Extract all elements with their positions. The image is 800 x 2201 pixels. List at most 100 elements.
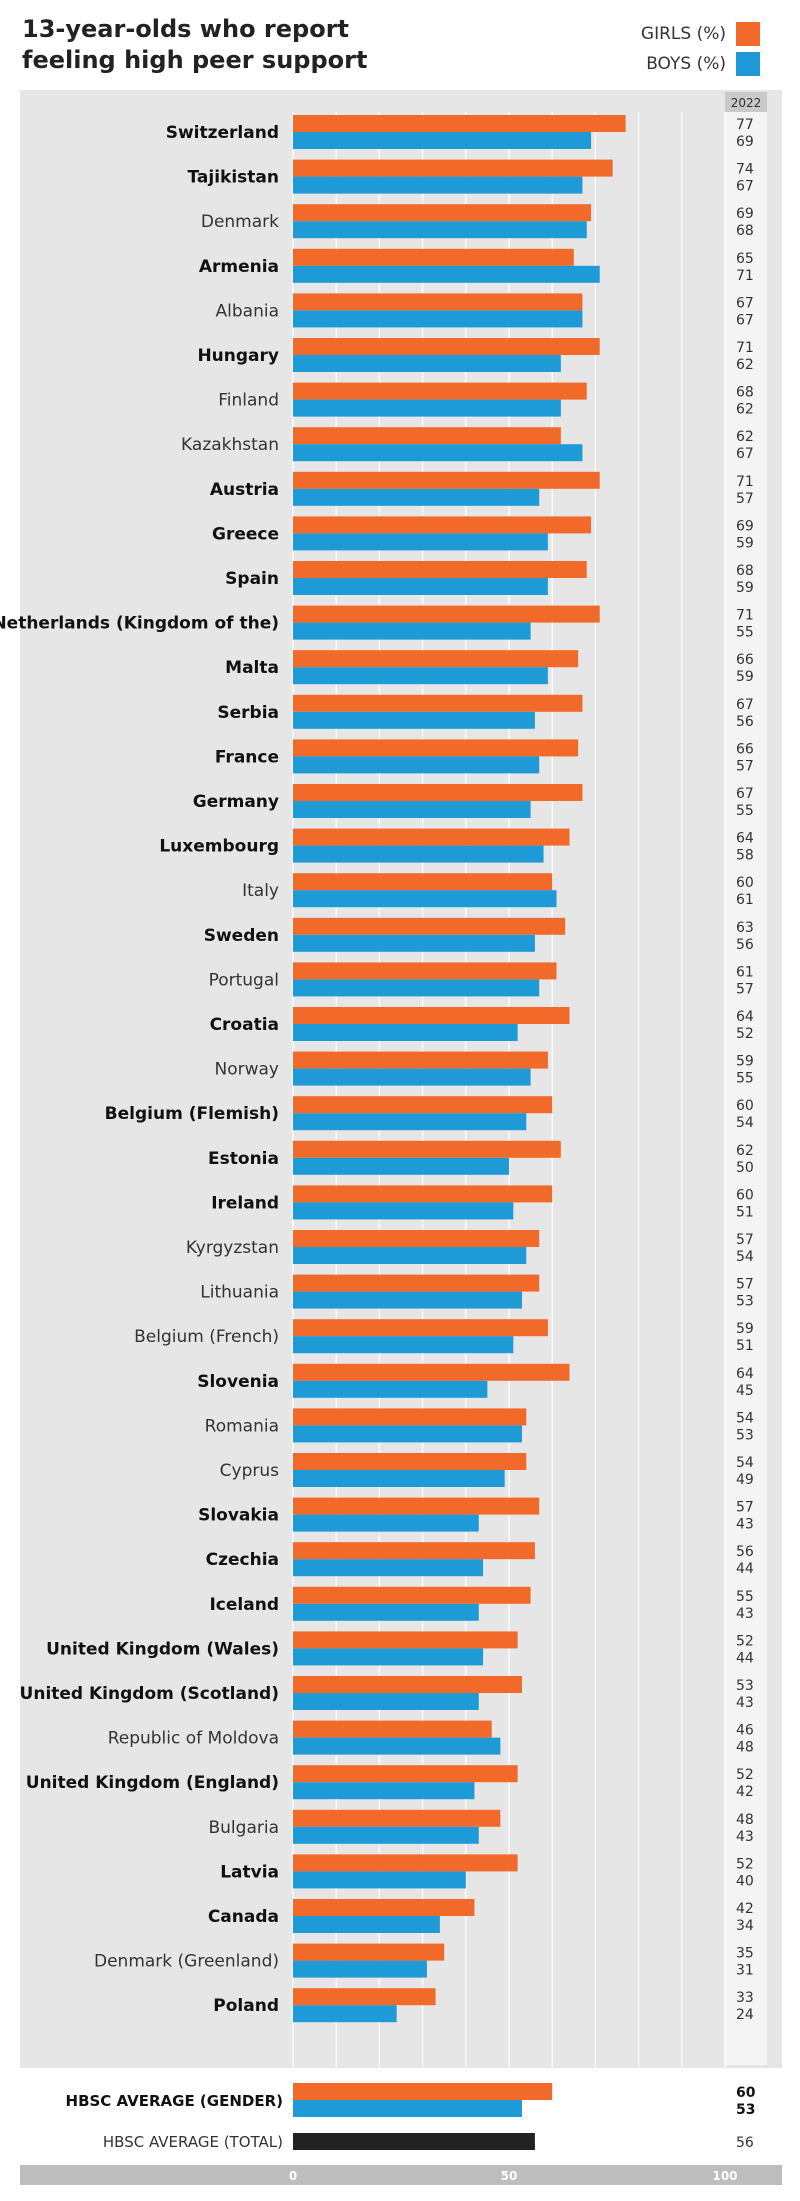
bar-boys	[293, 711, 535, 729]
value-column-header: 2022	[731, 96, 762, 110]
country-label: Kyrgyzstan	[186, 1238, 279, 1258]
country-label: Belgium (Flemish)	[105, 1104, 279, 1124]
bar-girls	[293, 293, 583, 311]
value-column	[725, 92, 767, 2065]
x-tick-label: 100	[712, 2169, 737, 2183]
bar-boys	[293, 1514, 479, 1532]
bar-girls	[293, 338, 600, 355]
legend-boys-swatch	[736, 52, 760, 76]
value-girls: 67	[736, 697, 754, 713]
country-label: Croatia	[210, 1015, 279, 1035]
bar-boys	[293, 221, 587, 239]
bar-boys	[293, 890, 557, 908]
value-boys: 55	[736, 803, 754, 819]
value-girls: 67	[736, 786, 754, 802]
bar-girls	[293, 650, 579, 668]
country-label: Tajikistan	[188, 168, 279, 188]
value-girls: 60	[736, 875, 754, 891]
value-boys: 59	[736, 580, 754, 596]
bar-boys	[293, 578, 548, 595]
value-boys: 43	[736, 1606, 754, 1622]
value-girls: 60	[736, 1187, 754, 1203]
country-label: Switzerland	[166, 123, 279, 143]
country-label: Estonia	[208, 1149, 279, 1169]
country-label: Lithuania	[200, 1283, 279, 1303]
bar-girls	[293, 516, 592, 534]
bar-girls	[293, 1586, 531, 1604]
value-girls: 77	[736, 117, 754, 133]
value-girls: 64	[736, 831, 754, 847]
value-boys: 48	[736, 1740, 754, 1756]
value-boys: 40	[736, 1873, 754, 1889]
bar-average-girls	[293, 2083, 553, 2100]
value-boys: 69	[736, 134, 754, 150]
bar-boys	[293, 399, 561, 417]
value-girls: 68	[736, 385, 754, 401]
value-boys: 54	[736, 1249, 754, 1265]
bar-boys	[293, 1960, 427, 1978]
country-label: Sweden	[204, 926, 279, 946]
bar-girls	[293, 204, 592, 222]
value-boys: 34	[736, 1918, 754, 1934]
value-girls: 71	[736, 340, 754, 356]
bar-girls	[293, 1497, 540, 1515]
bar-boys	[293, 533, 548, 551]
country-label: Austria	[210, 480, 279, 500]
bar-girls	[293, 784, 583, 801]
bar-girls	[293, 427, 561, 445]
bar-girls	[293, 1720, 492, 1738]
bar-boys	[293, 1470, 505, 1487]
value-boys: 67	[736, 446, 754, 462]
chart-title: 13-year-olds who report feeling high pee…	[22, 15, 368, 74]
value-boys: 43	[736, 1829, 754, 1845]
value-boys: 68	[736, 223, 754, 239]
country-label: Republic of Moldova	[108, 1729, 279, 1749]
x-axis-bar	[20, 2165, 782, 2185]
bar-girls	[293, 1765, 518, 1783]
bar-girls	[293, 605, 600, 623]
country-label: Netherlands (Kingdom of the)	[0, 614, 279, 634]
value-girls: 46	[736, 1723, 754, 1739]
value-girls: 71	[736, 474, 754, 490]
value-girls: 60	[736, 1098, 754, 1114]
value-boys: 67	[736, 179, 754, 195]
value-girls: 64	[736, 1366, 754, 1382]
bar-boys	[293, 488, 540, 506]
value-girls: 68	[736, 563, 754, 579]
bar-boys	[293, 1380, 488, 1398]
bar-girls	[293, 248, 574, 266]
value-boys: 62	[736, 402, 754, 418]
bar-girls	[293, 1408, 527, 1426]
bar-boys	[293, 1648, 484, 1666]
legend-girls-swatch	[736, 22, 760, 46]
bar-girls	[293, 1542, 535, 1560]
bar-average-boys	[293, 2100, 522, 2117]
country-label: Slovakia	[198, 1506, 279, 1526]
value-boys: 42	[736, 1784, 754, 1800]
bar-girls	[293, 1051, 548, 1069]
bar-boys	[293, 1559, 484, 1577]
bar-boys	[293, 979, 540, 997]
value-boys: 24	[736, 2007, 754, 2023]
value-boys: 57	[736, 491, 754, 507]
bar-boys	[293, 1603, 479, 1621]
value-girls: 59	[736, 1054, 754, 1070]
country-label: Denmark	[201, 212, 279, 232]
country-label: Luxembourg	[159, 837, 279, 857]
value-girls: 69	[736, 518, 754, 534]
country-label: Albania	[216, 301, 279, 321]
value-girls: 74	[736, 162, 754, 178]
country-label: Canada	[208, 1907, 279, 1927]
bar-girls	[293, 1809, 501, 1827]
value-boys: 56	[736, 937, 754, 953]
value-boys: 44	[736, 1650, 754, 1666]
value-girls: 57	[736, 1277, 754, 1293]
value-boys: 31	[736, 1963, 754, 1979]
country-label: Kazakhstan	[181, 435, 279, 455]
value-girls: 57	[736, 1500, 754, 1516]
value-average-girls: 60	[736, 2085, 756, 2101]
country-label: United Kingdom (England)	[26, 1773, 279, 1793]
value-boys: 53	[736, 1294, 754, 1310]
value-boys: 56	[736, 714, 754, 730]
